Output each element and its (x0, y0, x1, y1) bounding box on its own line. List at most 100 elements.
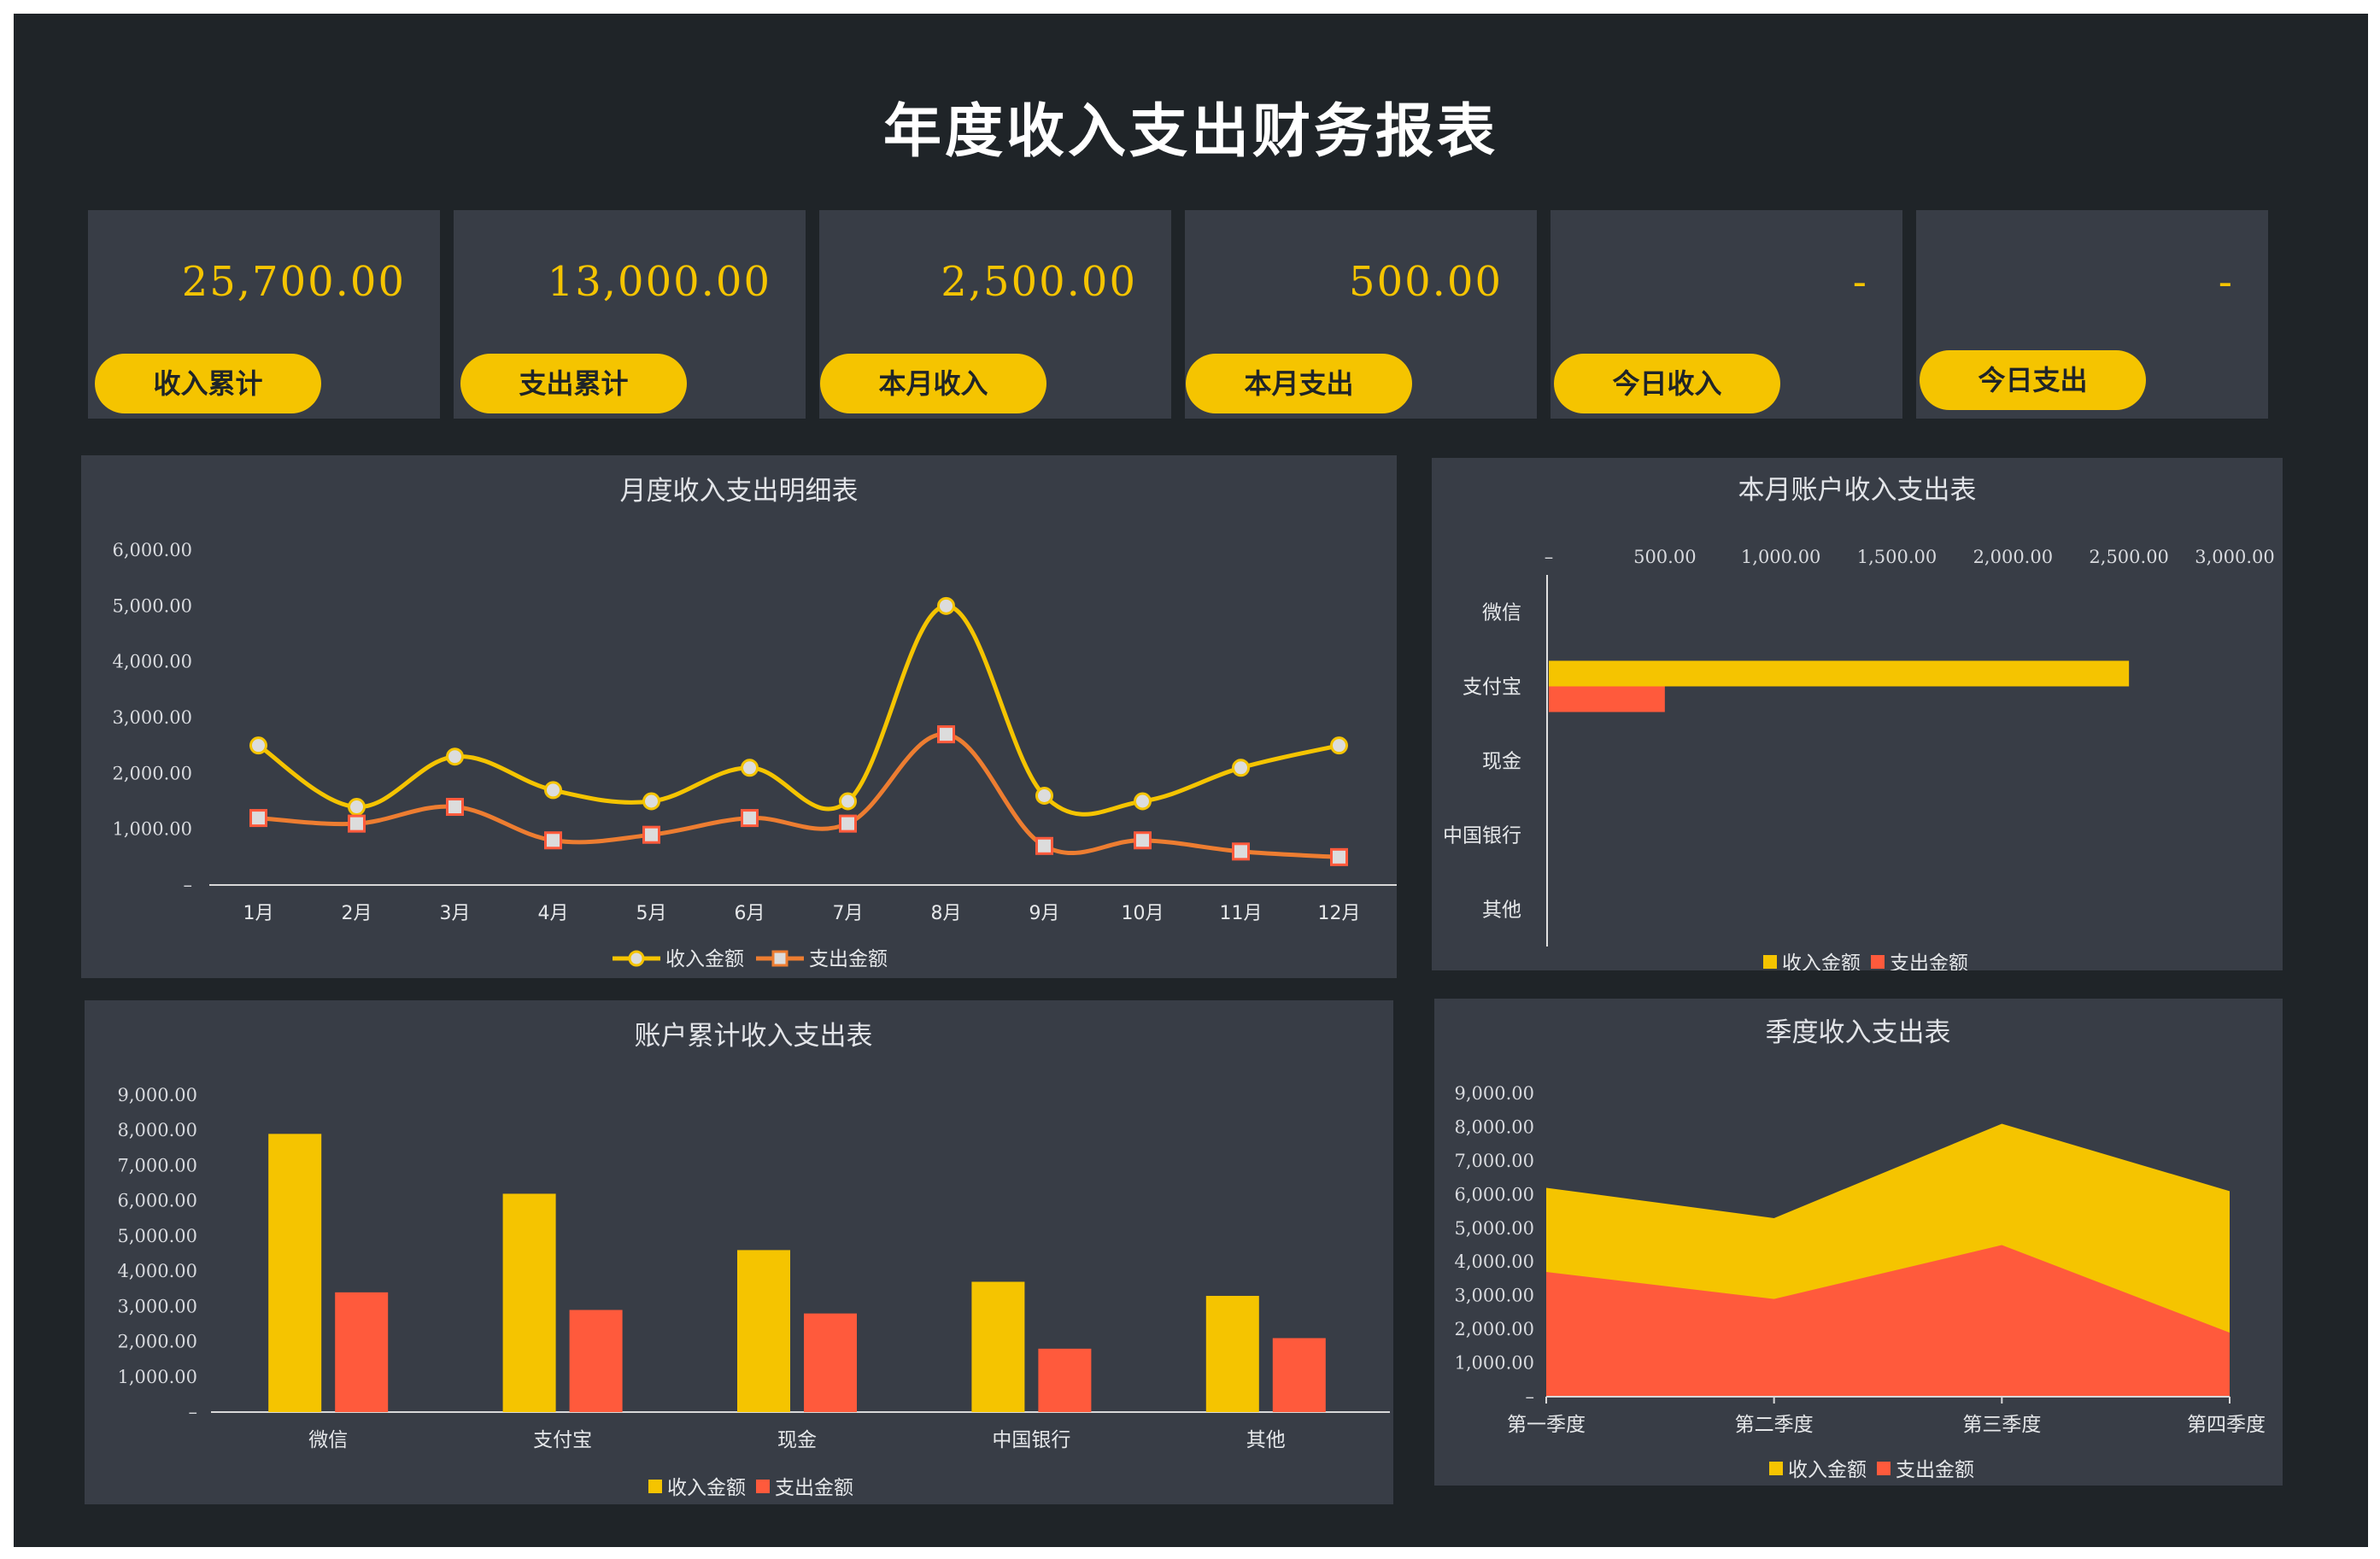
y-tick-label: 7,000.00 (1454, 1151, 1534, 1171)
legend-label: 支出金额 (1890, 952, 1968, 970)
card-value: 2,500.00 (941, 258, 1137, 306)
chart-title: 本月账户收入支出表 (1738, 475, 1977, 506)
income-bar (502, 1193, 556, 1412)
x-tick-label: 中国银行 (992, 1429, 1070, 1451)
income-point (839, 792, 857, 811)
expense-point (544, 831, 562, 850)
expense-bar (1038, 1348, 1092, 1412)
y-category-label: 现金 (1482, 751, 1521, 773)
x-tick-label: 8月 (931, 903, 962, 924)
income-point (348, 798, 366, 817)
card-label-button[interactable]: 今日支出 (1920, 350, 2146, 410)
card-value: 500.00 (1349, 258, 1503, 306)
income-point (1035, 786, 1053, 805)
y-category-label: 支付宝 (1463, 677, 1521, 699)
y-tick-label: 2,000.00 (112, 763, 192, 783)
x-tick-label: 2,500.00 (2089, 547, 2169, 567)
y-tick-label: 5,000.00 (112, 595, 192, 616)
y-tick-label: 5,000.00 (117, 1226, 197, 1246)
expense-bar (1272, 1338, 1326, 1412)
expense-point (1330, 847, 1348, 866)
income-bar (737, 1250, 790, 1412)
x-tick-label: 1月 (243, 903, 274, 924)
y-tick-label: 5,000.00 (1454, 1218, 1534, 1239)
income-bar (268, 1134, 322, 1412)
card-total-expense: 13,000.00 支出累计 (454, 210, 806, 419)
x-tick-label: 5月 (636, 903, 667, 924)
x-tick-label: 1,000.00 (1741, 547, 1821, 567)
y-tick-label: 2,000.00 (1454, 1319, 1534, 1339)
chart-title: 账户累计收入支出表 (635, 1021, 873, 1052)
x-tick-label: 3月 (440, 903, 471, 924)
expense-point (839, 814, 857, 833)
x-tick-label: 4月 (538, 903, 569, 924)
x-tick-label: 第一季度 (1507, 1414, 1586, 1436)
card-label-button[interactable]: 收入累计 (95, 354, 321, 413)
x-tick-label: 3,000.00 (2195, 547, 2275, 567)
y-tick-label: 3,000.00 (1454, 1286, 1534, 1306)
legend-swatch (1769, 1462, 1783, 1475)
card-today-income: - 今日收入 (1551, 210, 1902, 419)
card-value: 25,700.00 (181, 258, 406, 306)
y-tick-label: 9,000.00 (117, 1085, 197, 1105)
y-category-label: 其他 (1482, 900, 1521, 922)
expense-area (1546, 1245, 2230, 1397)
expense-point (249, 809, 267, 828)
y-tick-label: 4,000.00 (112, 652, 192, 672)
card-month-income: 2,500.00 本月收入 (819, 210, 1171, 419)
x-tick-label: 12月 (1318, 903, 1361, 924)
expense-point (1134, 831, 1152, 850)
y-tick-label: 7,000.00 (117, 1155, 197, 1175)
income-point (937, 596, 955, 615)
income-point (741, 759, 759, 777)
y-tick-label: 1,000.00 (112, 819, 192, 840)
y-tick-label: 1,000.00 (117, 1367, 197, 1387)
y-tick-label: – (1526, 1386, 1535, 1407)
x-tick-label: 500.00 (1633, 547, 1696, 567)
page-title: 年度收入支出财务报表 (882, 97, 1498, 166)
legend-label: 收入金额 (667, 1477, 746, 1499)
x-tick-label: – (1545, 547, 1554, 567)
income-point (1232, 759, 1250, 777)
income-bar (1549, 660, 2130, 687)
y-tick-label: 8,000.00 (1454, 1117, 1534, 1137)
legend-swatch (756, 1480, 770, 1493)
legend-label: 支出金额 (1896, 1459, 1974, 1481)
card-label-button[interactable]: 本月支出 (1186, 354, 1412, 413)
series-line-income (257, 603, 1340, 817)
card-total-income: 25,700.00 收入累计 (88, 210, 440, 419)
legend-swatch (1871, 955, 1885, 969)
x-tick-label: 现金 (777, 1429, 817, 1451)
expense-point (642, 825, 660, 844)
expense-point (446, 798, 464, 817)
account-total-chart-panel: 账户累计收入支出表 – 1,000.00 2,000.00 3,000.00 4,000.… (85, 1000, 1393, 1504)
card-label-button[interactable]: 今日收入 (1554, 354, 1780, 413)
legend-swatch (1877, 1462, 1891, 1475)
income-point (1330, 736, 1348, 755)
card-label-button[interactable]: 支出累计 (460, 354, 687, 413)
y-tick-label: 9,000.00 (1454, 1083, 1534, 1104)
income-bar (971, 1281, 1025, 1412)
x-tick-label: 第四季度 (2187, 1414, 2266, 1436)
expense-bar (569, 1310, 623, 1412)
x-tick-label: 1,500.00 (1857, 547, 1937, 567)
x-tick-label: 6月 (735, 903, 765, 924)
y-tick-label: – (184, 875, 193, 895)
card-month-expense: 500.00 本月支出 (1185, 210, 1537, 419)
card-label-button[interactable]: 本月收入 (820, 354, 1046, 413)
x-tick-label: 其他 (1246, 1429, 1286, 1451)
y-tick-label: 1,000.00 (1454, 1353, 1534, 1374)
legend-label: 收入金额 (1788, 1459, 1867, 1481)
y-tick-label: – (189, 1402, 198, 1422)
expense-bar (1549, 686, 1665, 712)
y-tick-label: 8,000.00 (117, 1120, 197, 1140)
x-tick-label: 10月 (1122, 903, 1164, 924)
legend-label: 支出金额 (775, 1477, 853, 1499)
card-value: - (1852, 258, 1868, 306)
expense-bar (335, 1292, 389, 1412)
y-tick-label: 3,000.00 (117, 1296, 197, 1316)
x-tick-label: 7月 (833, 903, 864, 924)
y-category-label: 微信 (1482, 602, 1521, 624)
account-month-bar-chart: 本月账户收入支出表 – 500.00 1,000.00 1,500.00 2,000.00… (1443, 475, 2275, 970)
income-point (249, 736, 267, 755)
